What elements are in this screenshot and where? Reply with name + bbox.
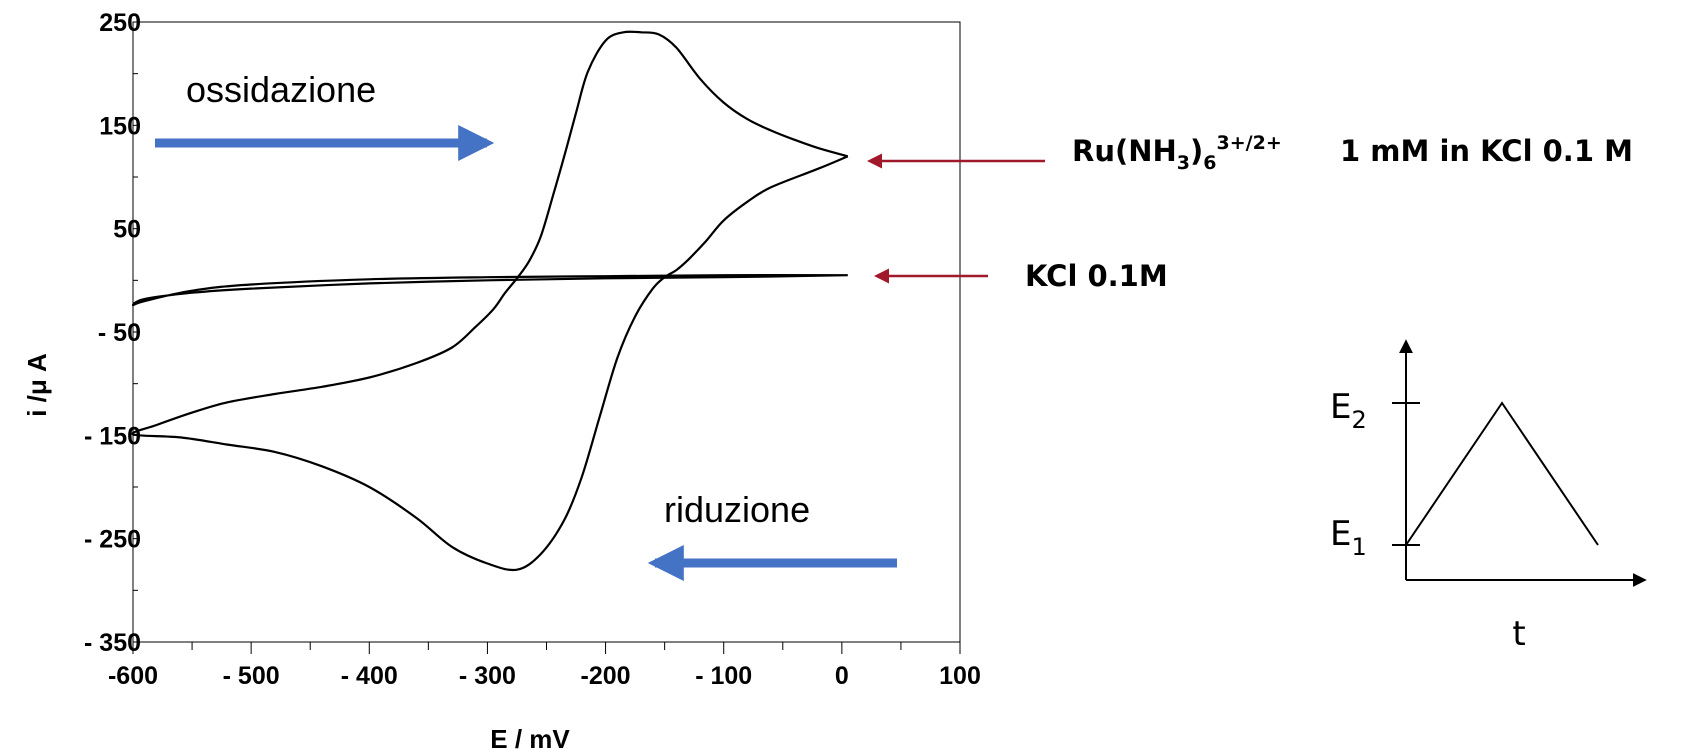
x-tick-label: -600 xyxy=(108,662,158,690)
ru-close-paren: ) xyxy=(1190,134,1203,168)
ru-subscript-3: 3 xyxy=(1177,152,1190,174)
reduction-label: riduzione xyxy=(664,489,810,530)
inset-triangle-wave xyxy=(1405,401,1599,546)
x-tick-label: - 300 xyxy=(459,662,516,690)
ru-concentration-label: 1 mM in KCl 0.1 M xyxy=(1340,134,1633,168)
x-tick-label: 100 xyxy=(939,662,981,690)
x-tick-label: - 500 xyxy=(223,662,280,690)
kcl-background-curve xyxy=(131,274,848,307)
inset-e1-label: E1 xyxy=(1330,514,1367,561)
ru-subscript-6: 6 xyxy=(1203,152,1216,174)
ru-formula: Ru(NH xyxy=(1072,134,1177,168)
inset-t-label: t xyxy=(1512,614,1525,654)
oxidation-label: ossidazione xyxy=(186,69,376,110)
y-tick-label: 250 xyxy=(99,9,141,37)
x-tick-label: - 400 xyxy=(341,662,398,690)
y-axis-title: i /μ A xyxy=(22,353,52,417)
ru-voltammogram-curve xyxy=(131,30,849,572)
y-axis-ticks: 250 150 50 - 50 - 150 - 250 - 350 xyxy=(84,9,141,657)
inset-e2-label: E2 xyxy=(1330,387,1367,434)
y-tick-label: 50 xyxy=(113,216,141,244)
kcl-label: KCl 0.1M xyxy=(1025,259,1168,293)
y-tick-label: - 250 xyxy=(84,526,141,554)
inset-e1-subscript: 1 xyxy=(1351,533,1366,561)
inset-e1-letter: E xyxy=(1330,514,1351,554)
x-tick-label: 0 xyxy=(835,662,849,690)
ru-solution-label: Ru(NH3)63+/2+ xyxy=(1072,132,1282,174)
ru-charge: 3+/2+ xyxy=(1217,132,1282,154)
potential-waveform-inset: E2 E1 t xyxy=(1330,339,1647,654)
x-tick-label: - 100 xyxy=(695,662,752,690)
y-tick-label: - 150 xyxy=(84,422,141,450)
y-tick-label: 150 xyxy=(99,112,141,140)
x-axis-ticks: -600 - 500 - 400 - 300 -200 - 100 0 100 xyxy=(108,642,981,690)
x-tick-label: -200 xyxy=(581,662,631,690)
x-axis-title: E / mV xyxy=(490,724,570,754)
y-tick-label: - 350 xyxy=(84,629,141,657)
inset-e2-subscript: 2 xyxy=(1351,406,1366,434)
series-group xyxy=(131,30,849,572)
y-tick-label: - 50 xyxy=(98,319,141,347)
inset-e2-letter: E xyxy=(1330,387,1351,427)
